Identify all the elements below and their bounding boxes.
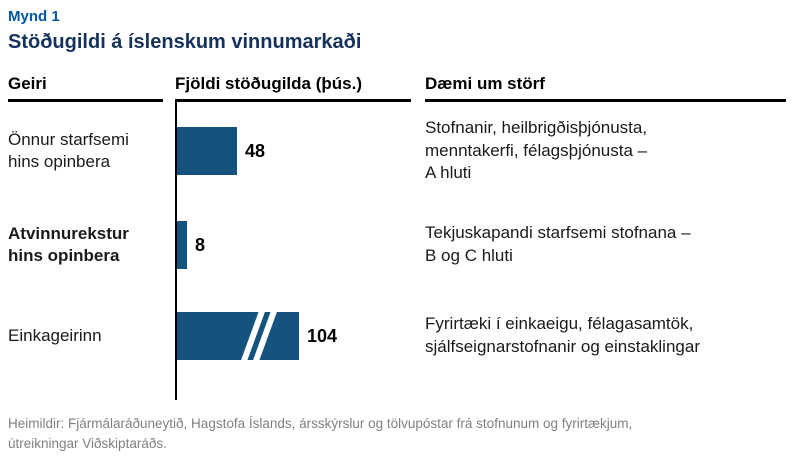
bar-cell: 48 (175, 102, 425, 200)
column-header-examples: Dæmi um störf (425, 70, 786, 102)
bar (177, 127, 237, 175)
bar-cell: 104 (175, 290, 425, 382)
bar-cell: 8 (175, 200, 425, 290)
column-header-sector: Geiri (8, 70, 163, 102)
bar (177, 305, 299, 367)
category-label-atvinnurekstur: Atvinnurekstur hins opinbera (8, 223, 129, 265)
figure-number: Mynd 1 (8, 8, 60, 25)
category-description: Stofnanir, heilbrigðisþjónusta, menntake… (425, 117, 648, 183)
figure-container: Mynd 1 Stöðugildi á íslenskum vinnumarka… (8, 8, 790, 453)
bar (177, 221, 187, 269)
axis-tail (175, 382, 425, 400)
category-description: Fyrirtæki í einkaeigu, félagasamtök, sjá… (425, 314, 700, 356)
category-label-einkageirinn: Einkageirinn (8, 325, 102, 345)
chart-table: Geiri Fjöldi stöðugilda (þús.) Dæmi um s… (8, 70, 790, 400)
category-description: Tekjuskapandi starfsemi stofnana – B og … (425, 223, 691, 265)
chart-title: Stöðugildi á íslenskum vinnumarkaði (8, 31, 362, 53)
category-label-onnur-starfsemi: Önnur starfsemi hins opinbera (8, 129, 129, 171)
bar-value: 104 (307, 325, 338, 346)
spacer (8, 382, 175, 400)
spacer (425, 382, 790, 400)
source-note: Heimildir: Fjármálaráðuneytið, Hagstofa … (8, 416, 633, 451)
bar-value: 8 (195, 234, 206, 255)
column-header-count: Fjöldi stöðugilda (þús.) (175, 70, 411, 102)
bar-value: 48 (245, 140, 266, 161)
